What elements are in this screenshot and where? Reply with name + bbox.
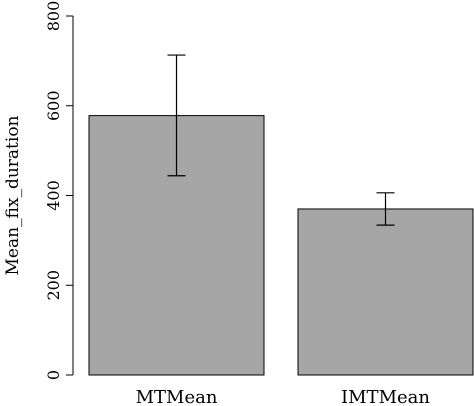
error-bars-group — [167, 54, 395, 226]
bar-IMTMean — [297, 208, 474, 376]
category-label-MTMean: MTMean — [136, 387, 218, 406]
category-label-IMTMean: IMTMean — [341, 387, 430, 406]
y-tick-label-800: 800 — [44, 1, 63, 32]
category-labels-group: MTMean IMTMean — [136, 387, 431, 406]
y-axis: 0 200 400 600 800 — [44, 1, 74, 380]
y-tick-label-400: 400 — [44, 180, 63, 211]
error-bar-IMTMean — [376, 192, 395, 226]
y-tick-label-600: 600 — [44, 90, 63, 121]
error-bar-MTMean — [167, 54, 186, 177]
y-axis-label: Mean_fix_duration — [3, 115, 23, 275]
y-tick-label-0: 0 — [44, 370, 63, 380]
bars-group — [88, 115, 474, 376]
y-tick-label-200: 200 — [44, 270, 63, 301]
